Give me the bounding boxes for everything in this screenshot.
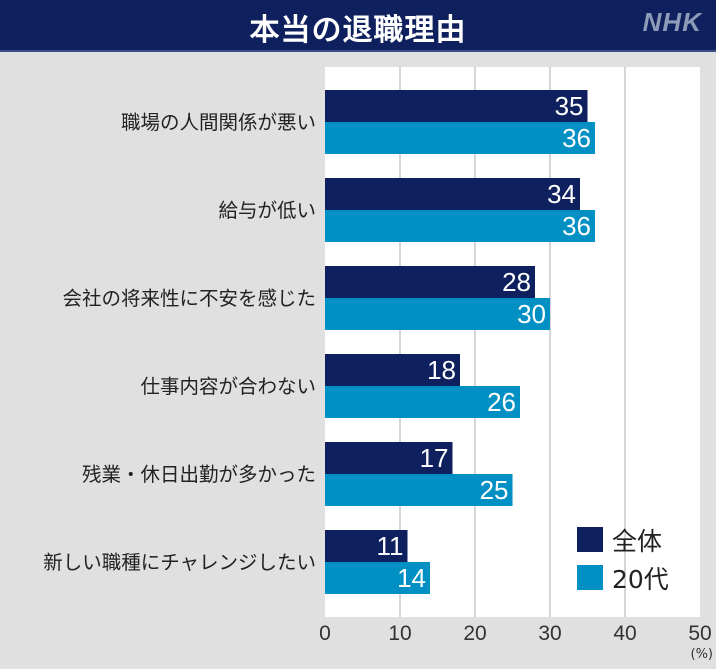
data-label: 35 [555, 91, 584, 121]
legend-label: 20代 [612, 565, 669, 594]
bar-20s [325, 474, 513, 506]
bar-all [325, 90, 588, 122]
x-tick-label: 30 [538, 622, 561, 645]
bar-all [325, 442, 453, 474]
legend-swatch [577, 527, 603, 552]
bar-20s [325, 210, 595, 242]
bar-20s [325, 386, 520, 418]
data-label: 11 [377, 531, 404, 561]
bar-all [325, 266, 535, 298]
x-tick-label: 20 [463, 622, 486, 645]
legend: 全体 20代 [577, 527, 669, 594]
x-tick-label: 40 [613, 622, 636, 645]
data-label: 25 [480, 475, 509, 505]
legend-label: 全体 [612, 527, 662, 556]
x-tick-label: 50 [688, 622, 711, 645]
data-label: 34 [547, 179, 576, 209]
nhk-logo: NHK [642, 7, 702, 37]
data-label: 30 [517, 299, 546, 329]
category-label: 給与が低い [218, 199, 316, 222]
category-label: 残業・休日出勤が多かった [82, 463, 316, 486]
data-label: 18 [427, 355, 456, 385]
category-label: 職場の人間関係が悪い [121, 111, 316, 134]
chart-title: 本当の退職理由 [249, 13, 467, 48]
chart-header: 本当の退職理由 NHK [0, 0, 716, 52]
x-tick-label: 0 [319, 622, 331, 645]
legend-swatch [577, 565, 603, 590]
category-label: 会社の将来性に不安を感じた [62, 287, 316, 310]
bar-all [325, 178, 580, 210]
category-label: 新しい職種にチャレンジしたい [43, 551, 316, 574]
category-label: 仕事内容が合わない [140, 375, 316, 398]
data-label: 36 [562, 123, 591, 153]
bar-all [325, 354, 460, 386]
bar-20s [325, 298, 550, 330]
bar-20s [325, 562, 430, 594]
bar-all [325, 530, 408, 562]
data-label: 36 [562, 211, 591, 241]
bar-20s [325, 122, 595, 154]
data-label: 17 [420, 443, 449, 473]
data-label: 28 [502, 267, 531, 297]
plot-area [325, 67, 700, 617]
data-label: 14 [397, 563, 426, 593]
x-axis-unit: (%) [691, 647, 714, 662]
data-label: 26 [487, 387, 516, 417]
x-tick-label: 10 [388, 622, 411, 645]
